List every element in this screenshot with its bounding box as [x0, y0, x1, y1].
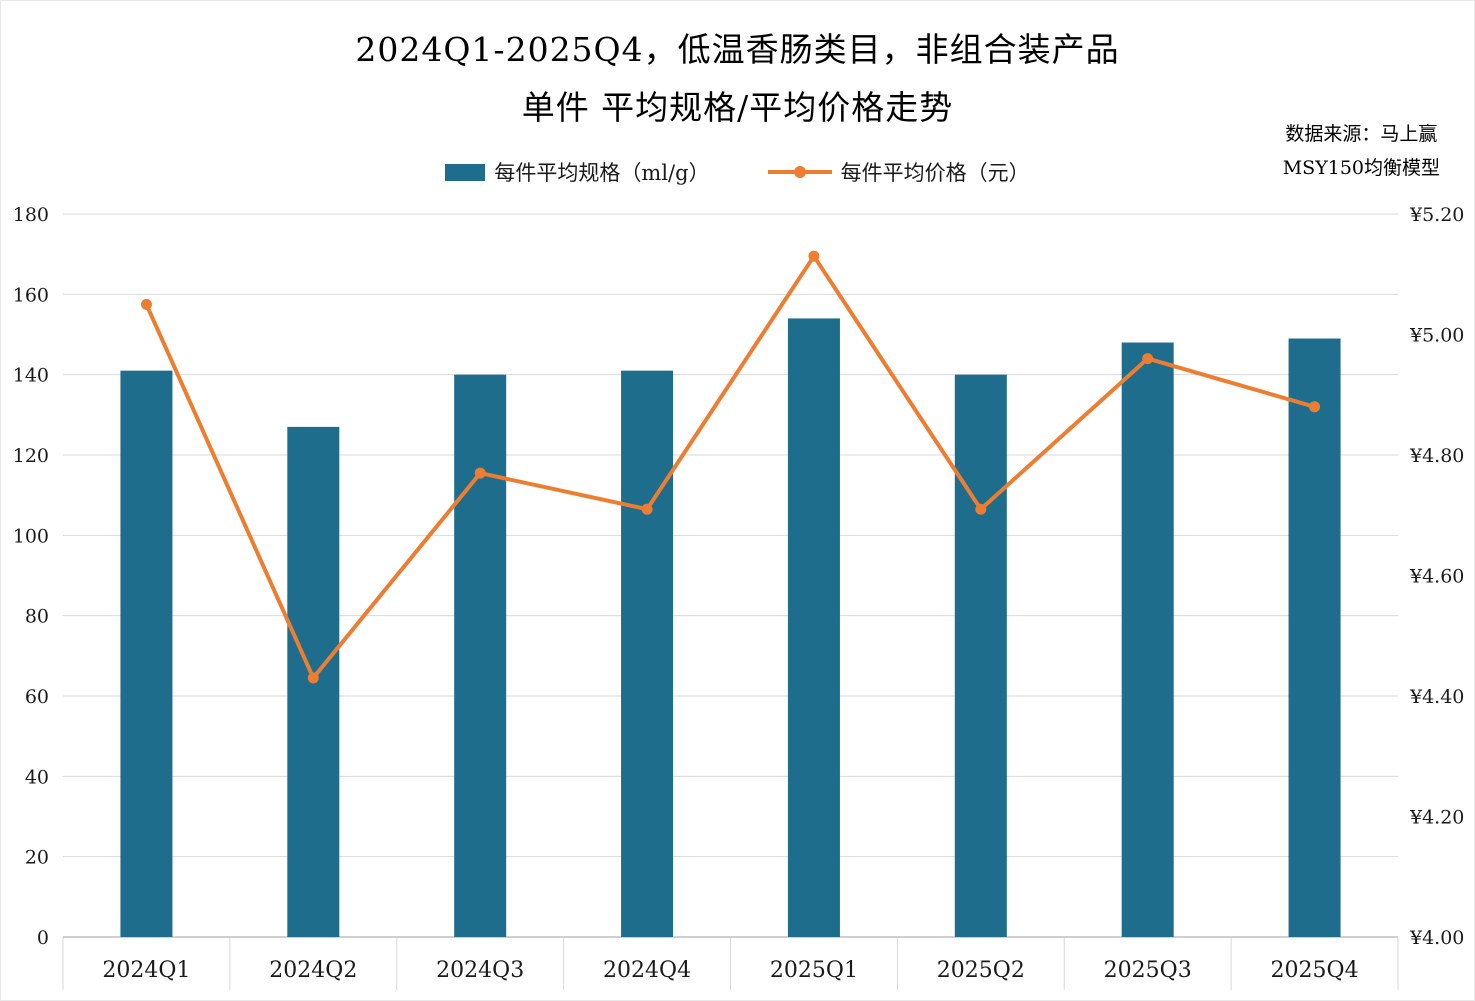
x-axis-category-label: 2024Q1 [102, 958, 190, 983]
legend: 每件平均规格（ml/g） 每件平均价格（元） [1, 157, 1474, 187]
price-point-2025Q3 [1142, 353, 1154, 365]
right-axis-tick-label: ¥5.00 [1409, 325, 1464, 347]
price-point-2024Q2 [307, 672, 319, 684]
chart-subtitle: 单件 平均规格/平均价格走势 [521, 88, 954, 127]
chart-title: 2024Q1-2025Q4，低温香肠类目，非组合装产品 [355, 30, 1120, 69]
legend-spec-label: 每件平均规格（ml/g） [494, 161, 710, 185]
price-point-2025Q2 [975, 503, 987, 515]
price-point-2025Q4 [1309, 401, 1321, 413]
price-point-2025Q1 [808, 250, 820, 262]
left-axis-tick-label: 20 [25, 847, 49, 869]
legend-line-swatch [767, 166, 832, 178]
bar-2025Q3 [1121, 342, 1174, 937]
left-axis-tick-label: 40 [25, 766, 49, 788]
x-axis-category-label: 2024Q3 [436, 958, 524, 983]
bar-2025Q2 [954, 374, 1007, 937]
left-axis-tick-label: 180 [13, 204, 49, 226]
bar-2025Q1 [787, 318, 840, 937]
right-axis-tick-label: ¥4.60 [1409, 566, 1464, 588]
price-point-2024Q4 [641, 503, 653, 515]
price-point-2024Q1 [140, 298, 152, 310]
x-axis-category-label: 2025Q2 [937, 958, 1025, 983]
plot-svg: 0 20 40 60 80 100 120 140 160 180 ¥4.00 ¥4.20 ¥4.40 ¥… [13, 204, 1464, 990]
legend-price-label: 每件平均价格（元） [840, 161, 1030, 185]
x-axis-category-label: 2024Q4 [603, 958, 691, 983]
price-point-2024Q3 [474, 467, 486, 479]
left-axis-tick-label: 0 [37, 927, 49, 949]
data-source: 数据来源：马上赢 MSY150均衡模型 [1283, 117, 1440, 185]
left-axis-tick-label: 120 [13, 445, 49, 467]
x-axis-category-label: 2024Q2 [269, 958, 357, 983]
right-axis-tick-label: ¥4.80 [1409, 445, 1464, 467]
right-axis-tick-label: ¥4.20 [1409, 807, 1464, 829]
bar-2025Q4 [1288, 338, 1341, 937]
left-axis-tick-label: 100 [13, 525, 49, 547]
legend-item-price: 每件平均价格（元） [767, 157, 1030, 187]
right-axis-tick-label: ¥4.00 [1409, 927, 1464, 949]
legend-item-spec: 每件平均规格（ml/g） [445, 157, 710, 187]
x-axis-category-label: 2025Q3 [1104, 958, 1192, 983]
right-axis-tick-label: ¥4.40 [1409, 686, 1464, 708]
bar-2024Q3 [454, 374, 507, 937]
legend-line-marker [793, 166, 806, 178]
left-axis-tick-label: 140 [13, 365, 49, 387]
bar-2024Q1 [120, 370, 173, 937]
left-axis-tick-label: 80 [25, 606, 49, 628]
left-axis-tick-label: 60 [25, 686, 49, 708]
data-source-line1: 数据来源：马上赢 [1285, 123, 1438, 145]
left-axis-tick-label: 160 [13, 284, 49, 306]
data-source-line2: MSY150均衡模型 [1282, 157, 1440, 179]
price-line [144, 254, 1317, 680]
right-axis-tick-label: ¥5.20 [1409, 204, 1464, 226]
bar-2024Q4 [621, 370, 674, 937]
x-axis-category-label: 2025Q1 [770, 958, 858, 983]
legend-bar-swatch [445, 163, 486, 181]
x-axis-category-label: 2025Q4 [1271, 958, 1359, 983]
